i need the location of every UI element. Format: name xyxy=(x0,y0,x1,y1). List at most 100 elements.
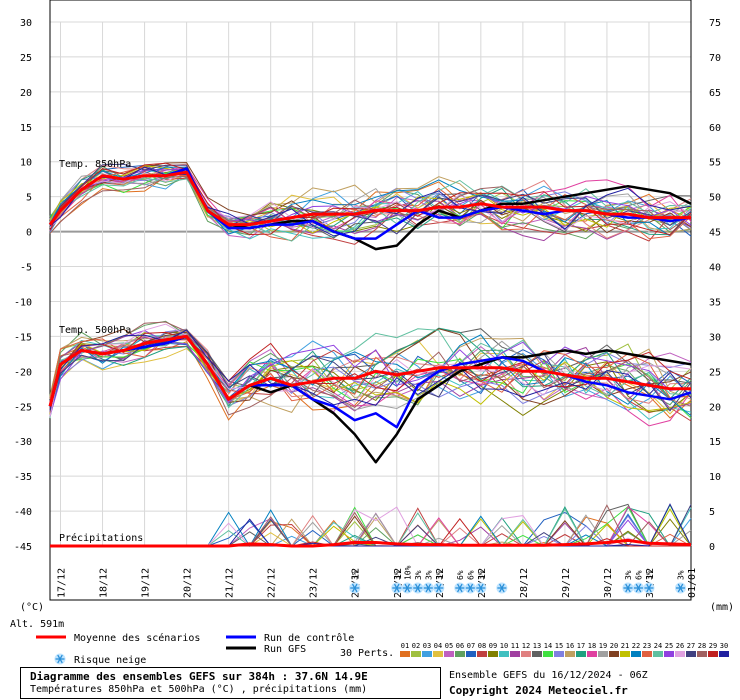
left-tick-label: 30 xyxy=(20,18,32,29)
left-tick-label: 15 xyxy=(20,123,32,134)
series-850-mean-line xyxy=(48,170,691,227)
pert-swatch xyxy=(653,651,663,657)
right-tick-label: 40 xyxy=(709,263,721,274)
pert-swatch xyxy=(499,651,509,657)
snow-pct-label: 3% xyxy=(393,570,402,580)
pert-swatch xyxy=(675,651,685,657)
member-500-line xyxy=(49,329,692,411)
legend-gfs-label: Run GFS xyxy=(264,644,306,655)
snowflake-stroke xyxy=(435,583,442,593)
snow-pct-label: 3% xyxy=(414,570,423,580)
pert-number: 14 xyxy=(544,642,552,650)
x-tick-label: 21/12 xyxy=(225,568,236,598)
member-850-line xyxy=(49,162,692,236)
series-500-control-line xyxy=(48,335,692,429)
left-tick-label: 5 xyxy=(26,193,32,204)
pert-swatch xyxy=(455,651,465,657)
pert-number: 20 xyxy=(610,642,618,650)
snow-pct-label: 6% xyxy=(634,570,643,580)
x-tick-label: 22/12 xyxy=(267,568,278,598)
member-500-line xyxy=(49,330,692,417)
pert-swatch xyxy=(598,651,608,657)
pert-swatch xyxy=(400,651,410,657)
member-850-line xyxy=(49,170,692,231)
pert-number: 09 xyxy=(489,642,497,650)
x-tick-label: 17/12 xyxy=(57,568,68,598)
legend: Moyenne des scénarios Run de contrôle Ru… xyxy=(36,632,729,666)
pert-number: 30 xyxy=(720,642,728,650)
pert-swatch xyxy=(620,651,630,657)
pert-swatch xyxy=(587,651,597,657)
snow-pct-label: 6% xyxy=(466,570,475,580)
pert-number: 29 xyxy=(709,642,717,650)
snowflake-stroke xyxy=(57,654,63,664)
pert-swatch xyxy=(554,651,564,657)
pert-swatch xyxy=(609,651,619,657)
pert-number: 11 xyxy=(511,642,519,650)
snowflake-icon xyxy=(54,653,66,665)
snowflake-icon xyxy=(496,582,508,594)
left-axis-unit: (°C) xyxy=(20,602,44,613)
snowflake-icon xyxy=(422,582,434,594)
member-500-line xyxy=(49,328,692,415)
right-tick-label: 60 xyxy=(709,123,721,134)
panel-label-500: Temp. 500hPa xyxy=(59,325,131,336)
snowflake-icon xyxy=(622,582,634,594)
left-tick-label: -15 xyxy=(14,332,32,343)
x-tick-label: 18/12 xyxy=(99,568,110,598)
snowflake-stroke xyxy=(351,583,358,593)
right-axis-unit: (mm) xyxy=(710,602,734,613)
snowflake-stroke xyxy=(677,583,684,593)
left-tick-label: -25 xyxy=(14,402,32,413)
snowflake-icon xyxy=(349,582,361,594)
snowflake-stroke xyxy=(467,583,474,593)
snowflake-icon xyxy=(401,582,413,594)
member-850-line xyxy=(49,177,692,242)
pert-number: 18 xyxy=(588,642,596,650)
x-tick-label: 29/12 xyxy=(561,568,572,598)
member-500-line xyxy=(49,331,692,410)
right-tick-label: 15 xyxy=(709,437,721,448)
pert-number: 22 xyxy=(632,642,640,650)
left-tick-label: -40 xyxy=(14,507,32,518)
chart-subtitle: Températures 850hPa et 500hPa (°C) , pré… xyxy=(30,684,368,695)
snowflake-stroke xyxy=(414,583,421,593)
snow-pct-label: 3% xyxy=(435,570,444,580)
pert-swatch xyxy=(642,651,652,657)
member-850-line xyxy=(49,175,692,234)
pert-swatch xyxy=(422,651,432,657)
copyright: Copyright 2024 Meteociel.fr xyxy=(449,684,628,697)
snowflake-icon xyxy=(391,582,403,594)
pert-swatch xyxy=(565,651,575,657)
plot-frame xyxy=(49,0,692,601)
member-850-line xyxy=(49,165,692,234)
panel-label-precip: Précipitations xyxy=(59,532,143,544)
left-tick-label: 25 xyxy=(20,53,32,64)
snowflake-icon xyxy=(464,582,476,594)
snow-markers: 3% 3% 10% 3% 3% 3% 6% 6% 3% 3% 6% 3% 3% xyxy=(349,565,686,594)
left-tick-label: -10 xyxy=(14,297,32,308)
snowflake-icon xyxy=(454,582,466,594)
x-tick-label: 28/12 xyxy=(519,568,530,598)
panel-label-850: Temp. 850hPa xyxy=(59,159,131,170)
snowflake-icon xyxy=(632,582,644,594)
pert-swatch xyxy=(433,651,443,657)
snow-pct-label: 3% xyxy=(351,570,360,580)
altitude-label: Alt. 591m xyxy=(10,619,64,630)
pert-swatch xyxy=(719,651,729,657)
pert-swatch xyxy=(576,651,586,657)
snowflake-icon xyxy=(643,582,655,594)
pert-number: 17 xyxy=(577,642,585,650)
legend-snow-icon xyxy=(54,653,66,665)
snowflake-stroke xyxy=(499,583,505,593)
pert-number: 01 xyxy=(401,642,409,650)
member-500-line xyxy=(49,340,692,419)
x-tick-label: 23/12 xyxy=(309,568,320,598)
pert-number: 04 xyxy=(434,642,442,650)
snow-pct-label: 3% xyxy=(624,570,633,580)
snowflake-stroke xyxy=(478,583,484,593)
snowflake-stroke xyxy=(646,583,652,593)
snow-pct-label: 3% xyxy=(424,570,433,580)
right-tick-label: 35 xyxy=(709,297,721,308)
